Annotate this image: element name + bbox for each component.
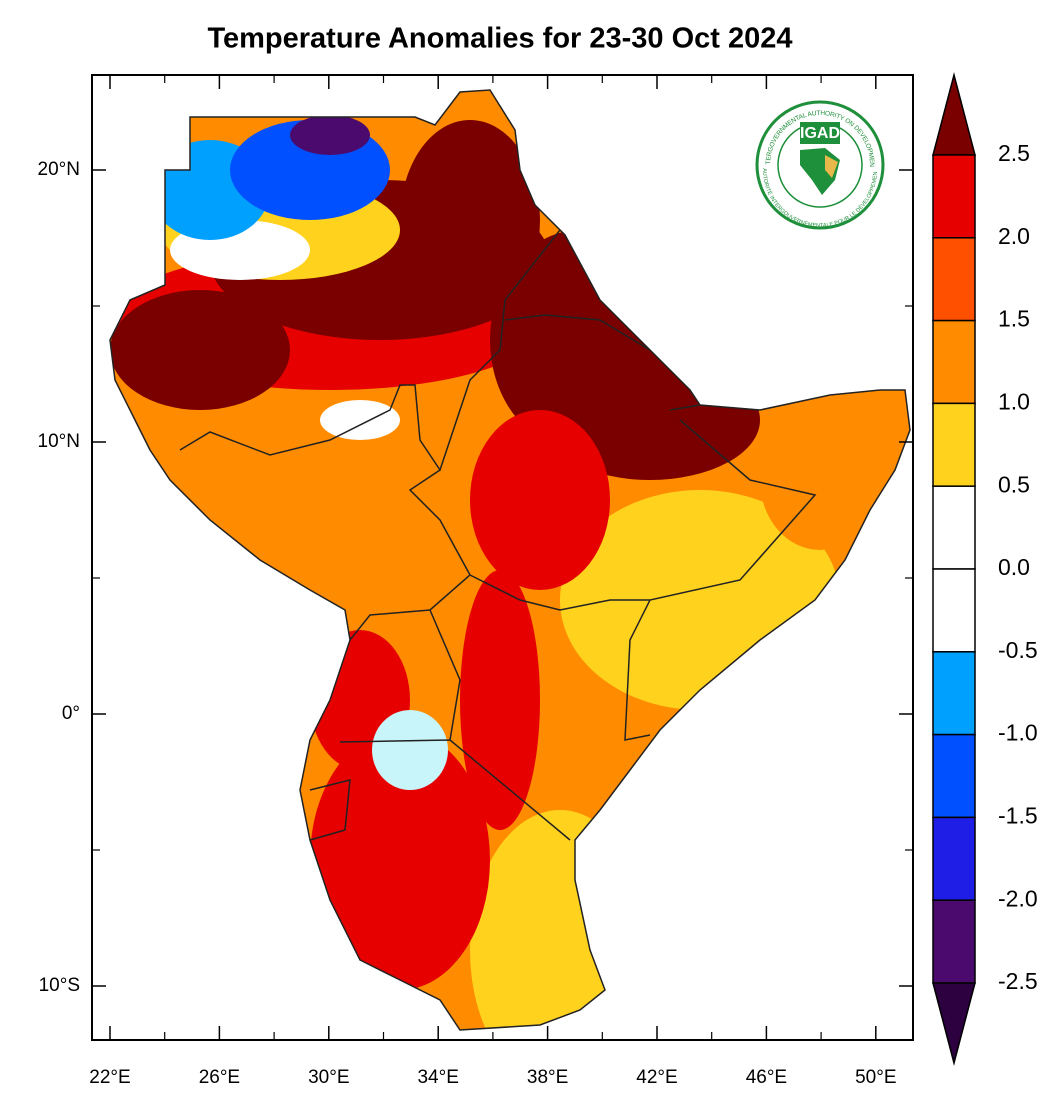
- borders: [109, 89, 911, 1031]
- lon-label: 34°E: [417, 1067, 458, 1088]
- colorbar-label: 2.5: [998, 140, 1030, 166]
- colorbar-label: -2.5: [998, 968, 1038, 994]
- lon-label: 38°E: [527, 1067, 568, 1088]
- colorbar-label: -1.5: [998, 802, 1038, 828]
- colorbar: 2.5 2.0 1.5 1.0 0.5 0.0 -0.5 -1.0 -1.5 -2.0 -2.5: [932, 72, 1038, 1066]
- lon-label: 46°E: [746, 1067, 787, 1088]
- lon-label: 22°E: [89, 1067, 130, 1088]
- lon-label: 30°E: [308, 1067, 349, 1088]
- colorbar-box: [932, 899, 976, 984]
- lon-label: 50°E: [855, 1067, 896, 1088]
- lon-label: 26°E: [199, 1067, 240, 1088]
- colorbar-top-triangle: [932, 72, 976, 156]
- lat-label: 10°S: [39, 975, 80, 996]
- colorbar-label: 1.5: [998, 306, 1030, 332]
- colorbar-box: [932, 319, 976, 405]
- colorbar-box: [932, 816, 976, 901]
- colorbar-box: [932, 485, 976, 570]
- logo-name: IGAD: [800, 125, 840, 142]
- map-title: Temperature Anomalies for 23-30 Oct 2024: [207, 23, 792, 55]
- lon-label: 42°E: [636, 1067, 677, 1088]
- lat-label: 0°: [62, 703, 80, 724]
- colorbar-label: -1.0: [998, 720, 1038, 746]
- colorbar-bottom-triangle: [932, 982, 976, 1066]
- colorbar-label: -2.0: [998, 885, 1038, 911]
- axes: 20°N 10°N 0° 10°S 22°E 26°E 30°E 34°E 38°E 42°E 46…: [38, 75, 913, 1088]
- colorbar-box: [932, 568, 976, 653]
- colorbar-box: [932, 733, 976, 819]
- lat-label: 20°N: [38, 159, 80, 180]
- colorbar-box: [932, 402, 976, 487]
- colorbar-box: [932, 651, 976, 736]
- colorbar-box: [932, 237, 976, 322]
- colorbar-label: 0.5: [998, 471, 1030, 497]
- colorbar-label: 1.0: [998, 388, 1030, 414]
- colorbar-label: -0.5: [998, 637, 1038, 663]
- colorbar-label: 0.0: [998, 554, 1030, 580]
- lat-label: 10°N: [38, 431, 80, 452]
- colorbar-label: 2.0: [998, 223, 1030, 249]
- logo-region: [825, 155, 838, 178]
- colorbar-box: [932, 154, 976, 239]
- logo-badge: [800, 122, 840, 144]
